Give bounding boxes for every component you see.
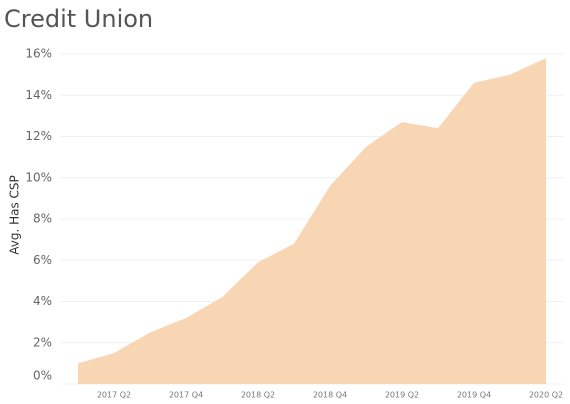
area	[78, 58, 546, 384]
y-tick-label: 6%	[33, 253, 52, 267]
y-tick-label: 0%	[33, 369, 52, 383]
x-tick-label: 2017 Q4	[169, 391, 203, 400]
x-tick-label: 2019 Q4	[457, 391, 491, 400]
x-tick-label: 2018 Q2	[241, 391, 275, 400]
y-tick-label: 4%	[33, 294, 52, 308]
y-tick-label: 8%	[33, 212, 52, 226]
y-tick-label: 12%	[25, 129, 52, 143]
x-tick-label: 2018 Q4	[313, 391, 347, 400]
y-tick-label: 16%	[25, 47, 52, 61]
x-tick-label: 2020 Q2	[529, 391, 563, 400]
y-tick-label: 2%	[33, 335, 52, 349]
chart-title: Credit Union	[4, 5, 153, 33]
y-tick-label: 10%	[25, 170, 52, 184]
x-tick-label: 2019 Q2	[385, 391, 419, 400]
x-tick-label: 2017 Q2	[97, 391, 131, 400]
y-axis-title: Avg. Has CSP	[8, 175, 22, 255]
y-tick-label: 14%	[25, 88, 52, 102]
